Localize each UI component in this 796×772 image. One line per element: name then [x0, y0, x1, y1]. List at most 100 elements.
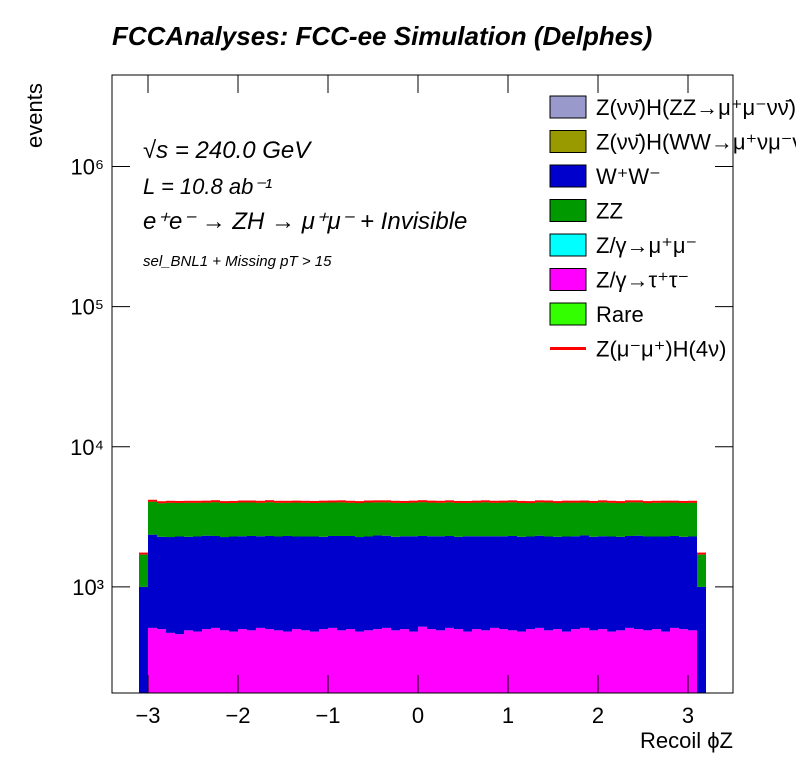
histogram-bar — [463, 631, 472, 693]
histogram-bar — [148, 534, 157, 628]
histogram-bar — [346, 502, 355, 536]
y-axis-label: events — [22, 83, 47, 148]
legend-label: W⁺W⁻ — [596, 164, 661, 189]
histogram-bar — [580, 535, 589, 628]
legend-swatch — [549, 268, 587, 291]
histogram-bar — [247, 502, 256, 536]
histogram-bar — [373, 535, 382, 630]
histogram-bar — [292, 536, 301, 630]
histogram-bar — [625, 502, 634, 536]
histogram-bar — [229, 536, 238, 632]
histogram-bar — [193, 536, 202, 632]
histogram-bar — [391, 502, 400, 537]
histogram-bar — [292, 629, 301, 693]
histogram-bar — [364, 630, 373, 693]
histogram-bar — [400, 629, 409, 693]
histogram-bar — [139, 554, 148, 587]
histogram-bar — [526, 536, 535, 630]
histogram-bar — [598, 536, 607, 630]
annotation: sel_BNL1 + Missing pT > 15 — [143, 253, 332, 270]
histogram-bar — [319, 536, 328, 630]
histogram-bar — [409, 631, 418, 693]
histogram-bar — [481, 536, 490, 631]
histogram-bar — [553, 503, 562, 537]
histogram-bar — [247, 535, 256, 631]
histogram-bar — [463, 502, 472, 537]
histogram-bar — [202, 535, 211, 630]
histogram-bar — [634, 629, 643, 693]
histogram-bar — [589, 630, 598, 693]
histogram-bar — [661, 631, 670, 693]
histogram-bar — [364, 502, 373, 537]
histogram-bar — [427, 629, 436, 693]
legend-label: Z(νν̄)H(ZZ→μ⁺μ⁻νν̄) — [596, 95, 796, 120]
histogram-bar — [283, 631, 292, 693]
legend-label: ZZ — [596, 199, 623, 224]
histogram-bar — [499, 629, 508, 693]
histogram-bar — [562, 536, 571, 632]
histogram-bar — [274, 630, 283, 693]
annotation: e⁺e⁻ → ZH → μ⁺μ⁻ + Invisible — [143, 208, 467, 235]
histogram-bar — [598, 502, 607, 537]
histogram-bar — [553, 629, 562, 693]
histogram-bar — [355, 503, 364, 538]
x-axis-label: Recoil ϕZ — [640, 728, 733, 753]
histogram-bar — [688, 502, 697, 537]
histogram-bar — [166, 632, 175, 693]
histogram-bar — [589, 502, 598, 537]
histogram-bar — [445, 627, 454, 693]
histogram-bar — [535, 502, 544, 536]
histogram-bar — [625, 627, 634, 693]
histogram-bar — [607, 502, 616, 537]
histogram-bar — [652, 536, 661, 630]
histogram-bar — [634, 535, 643, 630]
histogram-bar — [679, 629, 688, 693]
frame — [111, 74, 734, 694]
histogram-bar — [373, 629, 382, 693]
histogram-bar — [580, 627, 589, 693]
histogram-bar — [274, 502, 283, 537]
x-tick-label: −1 — [315, 703, 340, 728]
histogram-bar — [508, 630, 517, 693]
histogram-bar — [517, 536, 526, 632]
histogram-bar — [418, 626, 427, 693]
histogram-bar — [355, 537, 364, 632]
histogram-bar — [274, 536, 283, 631]
histogram-bar — [481, 502, 490, 537]
histogram-bar — [544, 630, 553, 693]
legend-swatch — [549, 302, 587, 326]
histogram-bar — [175, 536, 184, 635]
histogram-bar — [238, 536, 247, 630]
histogram-bar — [418, 535, 427, 627]
annotation: √s = 240.0 GeV — [143, 137, 312, 164]
legend-swatch — [549, 233, 587, 257]
histogram-bar — [211, 502, 220, 536]
histogram-bar — [328, 535, 337, 628]
y-tick-label: 10⁴ — [70, 435, 104, 460]
histogram-bar — [454, 536, 463, 630]
histogram-bar — [409, 536, 418, 632]
histogram-bar — [229, 631, 238, 693]
histogram-bar — [157, 536, 166, 630]
legend-swatch — [549, 130, 587, 153]
x-tick-label: 1 — [502, 703, 514, 728]
histogram-bar — [472, 629, 481, 693]
histogram-bar — [508, 535, 517, 631]
histogram-bar — [310, 536, 319, 632]
histogram-bar — [238, 502, 247, 537]
histogram-bar — [652, 502, 661, 537]
legend-label: Z/γ→μ⁺μ⁻ — [596, 233, 697, 258]
histogram-bar — [634, 502, 643, 536]
histogram-bar — [445, 535, 454, 628]
histogram-bar — [607, 631, 616, 693]
histogram-bar — [256, 536, 265, 628]
histogram-bar — [220, 503, 229, 538]
histogram-bar — [148, 501, 157, 535]
histogram-bar — [490, 627, 499, 693]
histogram-bar — [157, 503, 166, 537]
histogram-bar — [139, 586, 148, 693]
histogram-bar — [157, 629, 166, 693]
histogram-bar — [391, 630, 400, 693]
histogram-bar — [499, 502, 508, 537]
histogram-bar — [490, 536, 499, 628]
